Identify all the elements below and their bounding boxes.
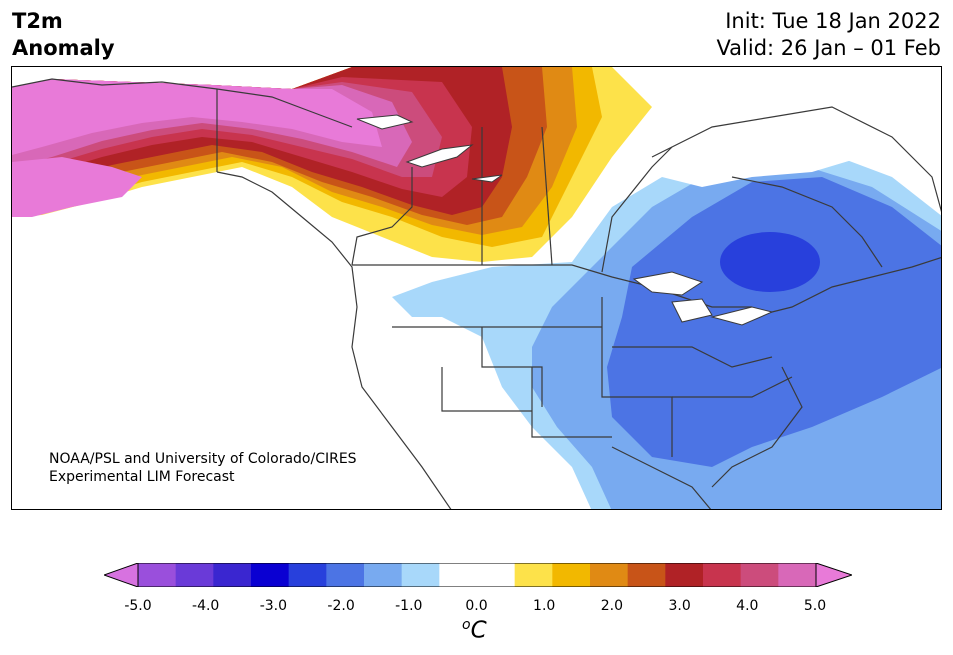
colorbar-tick-label: -4.0	[192, 598, 220, 614]
map-canvas	[12, 67, 941, 509]
colorbar-cell	[665, 563, 704, 587]
map-title: T2m Anomaly	[12, 8, 115, 62]
colorbar-cell	[627, 563, 666, 587]
colorbar-right-arrow	[815, 563, 852, 587]
valid-date: Valid: 26 Jan – 01 Feb	[716, 36, 941, 60]
unit-degree: o	[462, 617, 471, 633]
colorbar-cell	[477, 563, 516, 587]
colorbar-tick-label: 4.0	[736, 598, 759, 614]
warm-anomaly-shading	[12, 67, 652, 262]
colorbar-cell	[439, 563, 478, 587]
colorbar-tick-label: 2.0	[600, 598, 624, 614]
init-date: Init: Tue 18 Jan 2022	[725, 9, 941, 33]
colorbar-tick-label: -3.0	[259, 598, 288, 614]
unit-celsius: C	[470, 617, 487, 644]
colorbar-tick-label: 0.0	[465, 598, 488, 614]
colorbar-frame	[137, 563, 817, 587]
cold-anomaly-shading	[12, 147, 941, 509]
colorbar-tick-label: 5.0	[803, 598, 827, 614]
colorbar-tick-label: 1.0	[533, 598, 556, 614]
colorbar-cell	[703, 563, 742, 587]
colorbar-left-arrow	[104, 563, 139, 587]
colorbar-cell	[401, 563, 440, 587]
anomaly-map	[11, 66, 942, 510]
colorbar-cell	[288, 563, 327, 587]
title-line-2: Anomaly	[12, 36, 115, 60]
title-line-1: T2m	[12, 9, 63, 33]
colorbar-cell	[364, 563, 403, 587]
colorbar-cell	[251, 563, 290, 587]
colorbar-cells	[138, 563, 817, 587]
colorbar-tick-label: 3.0	[668, 598, 691, 614]
credit-text: NOAA/PSL and University of Colorado/CIRE…	[49, 450, 357, 486]
colorbar-cell	[175, 563, 214, 587]
colorbar-cell	[138, 563, 177, 587]
colorbar-cell	[326, 563, 365, 587]
colorbar-cell	[213, 563, 252, 587]
colorbar	[104, 563, 852, 587]
colorbar-cell	[590, 563, 629, 587]
colorbar-tick-label: -5.0	[124, 598, 152, 614]
map-borders	[12, 78, 941, 509]
colorbar-tick-label: -1.0	[395, 598, 423, 614]
forecast-dates: Init: Tue 18 Jan 2022 Valid: 26 Jan – 01…	[716, 8, 941, 62]
colorbar-cell	[778, 563, 817, 587]
colorbar-cell	[740, 563, 779, 587]
credit-line-2: Experimental LIM Forecast	[49, 469, 235, 485]
colorbar-cell	[514, 563, 553, 587]
colorbar-cell	[552, 563, 591, 587]
lakes	[356, 114, 774, 326]
colorbar-unit: oC	[462, 617, 487, 644]
colorbar-tick-label: -2.0	[327, 598, 355, 614]
credit-line-1: NOAA/PSL and University of Colorado/CIRE…	[49, 451, 357, 467]
